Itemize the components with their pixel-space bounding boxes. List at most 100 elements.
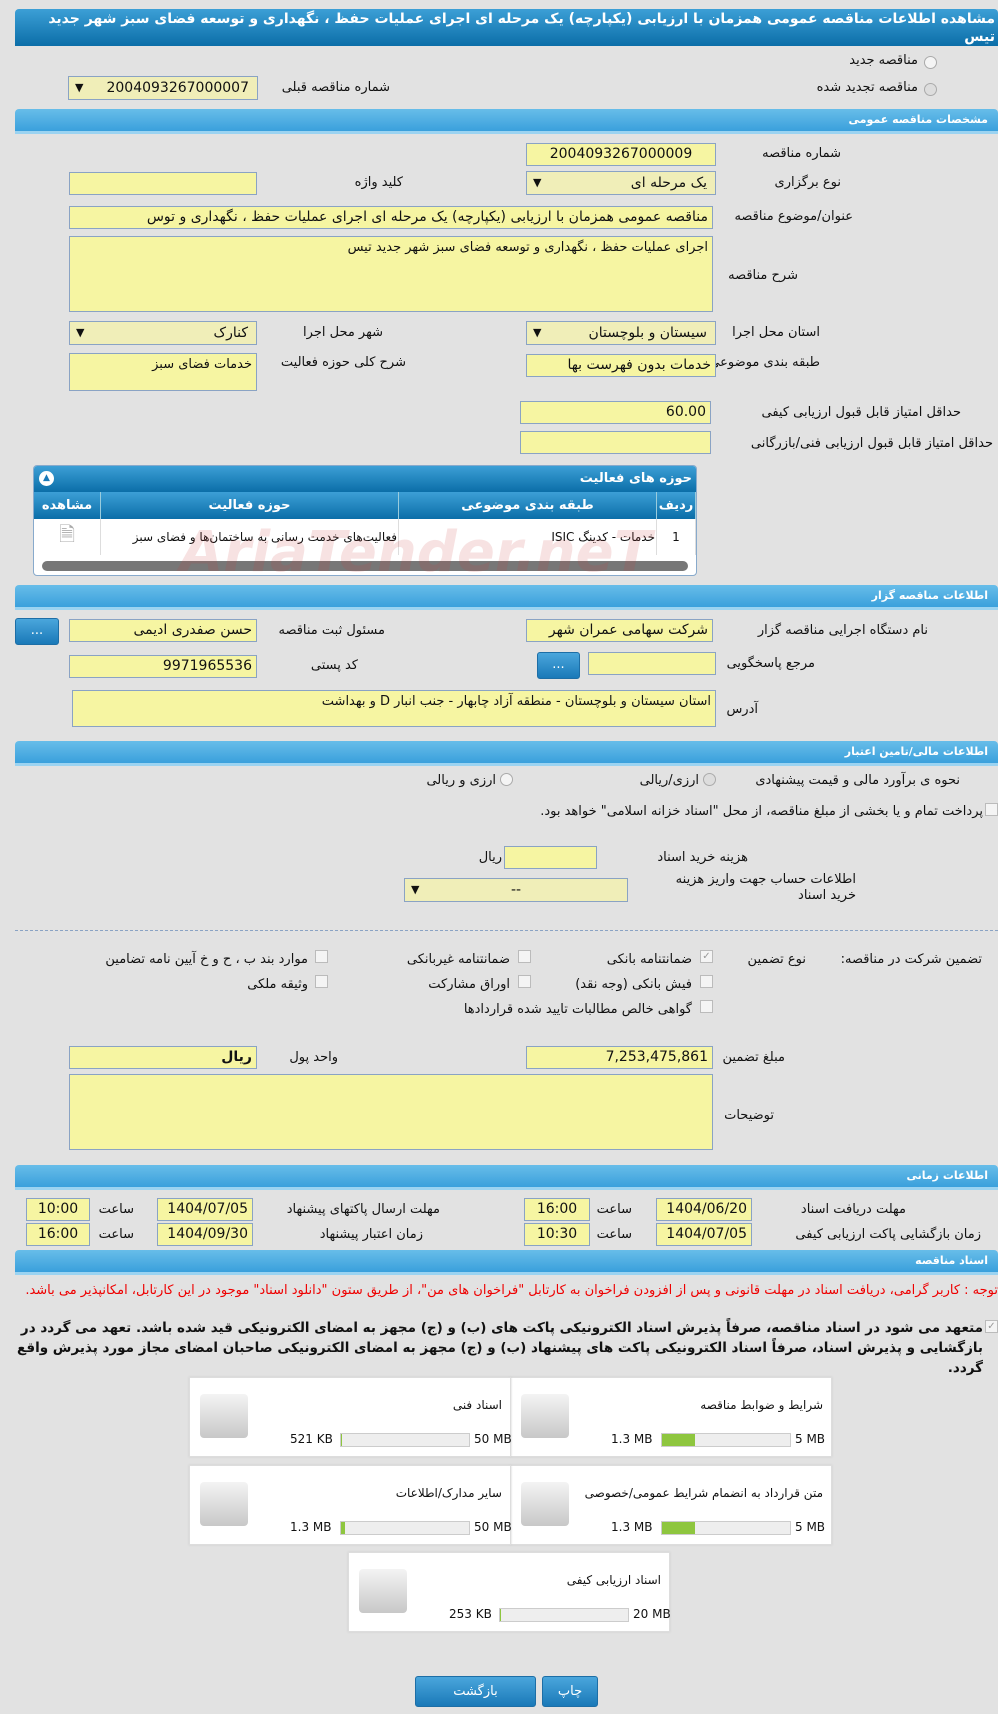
- new-tender-label: مناقصه جدید: [849, 53, 918, 68]
- treasury-checkbox[interactable]: [985, 803, 998, 816]
- guarantee-clauses-checkbox[interactable]: [315, 950, 328, 963]
- chevron-down-icon: ▼: [533, 176, 542, 189]
- chevron-down-icon: ▼: [75, 81, 84, 94]
- desc-field[interactable]: اجرای عملیات حفظ ، نگهداری و توسعه فضای …: [69, 236, 713, 312]
- document-max-size: 50 MB: [474, 1520, 512, 1534]
- activity-desc-field[interactable]: خدمات فضای سبز: [69, 353, 257, 391]
- document-max-size: 5 MB: [795, 1520, 826, 1534]
- collapse-icon[interactable]: ▲: [39, 471, 54, 486]
- print-button[interactable]: چاپ: [542, 1676, 598, 1707]
- number-field[interactable]: 2004093267000009: [526, 143, 716, 166]
- keyword-field[interactable]: [69, 172, 257, 195]
- registrar-field[interactable]: حسن صفدری ادیمی: [69, 619, 257, 642]
- province-select[interactable]: سیستان و بلوچستان ▼: [526, 321, 716, 345]
- document-max-size: 50 MB: [474, 1432, 512, 1446]
- guarantee-nonbank-checkbox[interactable]: [518, 950, 531, 963]
- prev-number-label: شماره مناقصه قبلی: [281, 80, 390, 95]
- amount-field[interactable]: 7,253,475,861: [526, 1046, 713, 1069]
- folder-icon: [200, 1394, 248, 1438]
- address-label: آدرس: [726, 702, 758, 717]
- notes-field[interactable]: [69, 1074, 713, 1150]
- folder-icon: [200, 1482, 248, 1526]
- document-size: 1.3 MB: [290, 1520, 332, 1534]
- send-time[interactable]: 10:00: [26, 1198, 90, 1221]
- notes-label: توضیحات: [724, 1108, 774, 1123]
- city-select[interactable]: کنارک ▼: [69, 321, 257, 345]
- document-size: 1.3 MB: [611, 1432, 653, 1446]
- desc-label: شرح مناقصه: [728, 268, 798, 283]
- send-date[interactable]: 1404/07/05: [157, 1198, 253, 1221]
- valid-time[interactable]: 16:00: [26, 1223, 90, 1246]
- document-card[interactable]: متن قرارداد به انضمام شرایط عمومی/خصوصی …: [510, 1465, 832, 1545]
- receive-time[interactable]: 16:00: [524, 1198, 590, 1221]
- unit-field[interactable]: ریال: [69, 1046, 257, 1069]
- activities-header: حوزه های فعالیت ▲: [34, 466, 696, 492]
- ref-more-button[interactable]: ...: [537, 652, 580, 679]
- guarantee-property-checkbox[interactable]: [315, 975, 328, 988]
- documents-notice: توجه : کاربر گرامی، دریافت اسناد در مهلت…: [25, 1283, 998, 1298]
- doc-fee-label: هزینه خرید اسناد: [657, 850, 748, 865]
- open-label: زمان بازگشایی پاکت ارزیابی کیفی: [795, 1227, 981, 1242]
- min-tech-field[interactable]: [520, 431, 711, 454]
- document-progress-fill: [662, 1522, 696, 1534]
- guarantee-claims-checkbox[interactable]: [700, 1000, 713, 1013]
- postal-field[interactable]: 9971965536: [69, 655, 257, 678]
- guarantee-bonds-checkbox[interactable]: [518, 975, 531, 988]
- document-progress-fill: [341, 1522, 345, 1534]
- chevron-down-icon: ▼: [411, 883, 420, 896]
- min-quality-field[interactable]: 60.00: [520, 401, 711, 424]
- document-card[interactable]: سایر مدارک/اطلاعات 1.3 MB 50 MB: [189, 1465, 512, 1545]
- min-tech-label: حداقل امتیاز قابل قبول ارزیابی فنی/بازرگ…: [750, 436, 993, 451]
- view-document-icon[interactable]: 🗎: [34, 519, 101, 555]
- document-progress-fill: [500, 1609, 502, 1621]
- timing-header: اطلاعات زمانی: [15, 1165, 998, 1190]
- renewed-tender-radio[interactable]: [924, 83, 937, 96]
- type-select[interactable]: یک مرحله ای ▼: [526, 171, 716, 195]
- account-select[interactable]: -- ▼: [404, 878, 628, 902]
- registrar-label: مسئول ثبت مناقصه: [278, 623, 385, 638]
- open-date[interactable]: 1404/07/05: [656, 1223, 752, 1246]
- horizontal-scrollbar[interactable]: [42, 561, 688, 571]
- subject-label: عنوان/موضوع مناقصه: [734, 209, 853, 224]
- ref-label: مرجع پاسخگویی: [726, 656, 815, 671]
- subject-field[interactable]: مناقصه عمومی همزمان با ارزیابی (یکپارچه)…: [69, 206, 713, 229]
- registrar-more-button[interactable]: ...: [15, 618, 59, 645]
- receive-date[interactable]: 1404/06/20: [656, 1198, 752, 1221]
- document-progress-fill: [341, 1434, 343, 1446]
- address-field[interactable]: استان سیستان و بلوچستان - منطقه آزاد چاب…: [72, 690, 716, 727]
- guarantee-bank-checkbox[interactable]: ✓: [700, 950, 713, 963]
- document-progress-fill: [662, 1434, 696, 1446]
- document-card[interactable]: شرایط و ضوابط مناقصه 1.3 MB 5 MB: [510, 1377, 832, 1457]
- guarantee-opt-1: ضمانتنامه غیربانکی: [406, 952, 510, 967]
- folder-icon: [521, 1394, 569, 1438]
- document-card[interactable]: اسناد ارزیابی کیفی 253 KB 20 MB: [348, 1552, 671, 1632]
- document-size: 521 KB: [290, 1432, 333, 1446]
- amount-label: مبلغ تضمین: [722, 1050, 785, 1065]
- keyword-label: کلید واژه: [354, 175, 403, 190]
- col-field: حوزه فعالیت: [100, 492, 399, 519]
- document-card[interactable]: اسناد فنی 521 KB 50 MB: [189, 1377, 512, 1457]
- guarantee-type-label: نوع تضمین: [747, 952, 806, 967]
- activities-grid: حوزه های فعالیت ▲ ردیف طبقه بندی موضوعی حوز…: [33, 465, 697, 576]
- prev-number-select[interactable]: 2004093267000007 ▼: [68, 76, 258, 100]
- document-progress-bar: [340, 1433, 470, 1447]
- activity-desc-label: شرح کلی حوزه فعالیت: [280, 355, 406, 370]
- col-category: طبقه بندی موضوعی: [398, 492, 657, 519]
- receive-time-label: ساعت: [596, 1202, 632, 1217]
- renewed-tender-label: مناقصه تجدید شده: [816, 80, 918, 95]
- guarantee-cash-checkbox[interactable]: [700, 975, 713, 988]
- open-time[interactable]: 10:30: [524, 1223, 590, 1246]
- back-button[interactable]: بازگشت: [415, 1676, 536, 1707]
- org-field[interactable]: شرکت سهامی عمران شهر: [526, 619, 713, 642]
- category-field[interactable]: خدمات بدون فهرست بها: [526, 354, 716, 377]
- commitment-checkbox[interactable]: ✓: [985, 1320, 998, 1333]
- method-both-radio[interactable]: [500, 773, 513, 786]
- method-rial-radio[interactable]: [703, 773, 716, 786]
- document-name: متن قرارداد به انضمام شرایط عمومی/خصوصی: [584, 1486, 823, 1500]
- ref-field[interactable]: [588, 652, 716, 675]
- guarantee-opt-3: فیش بانکی (وجه نقد): [575, 977, 692, 992]
- doc-fee-field[interactable]: [504, 846, 597, 869]
- new-tender-radio[interactable]: [924, 56, 937, 69]
- valid-label: زمان اعتبار پیشنهاد: [319, 1227, 423, 1242]
- valid-date[interactable]: 1404/09/30: [157, 1223, 253, 1246]
